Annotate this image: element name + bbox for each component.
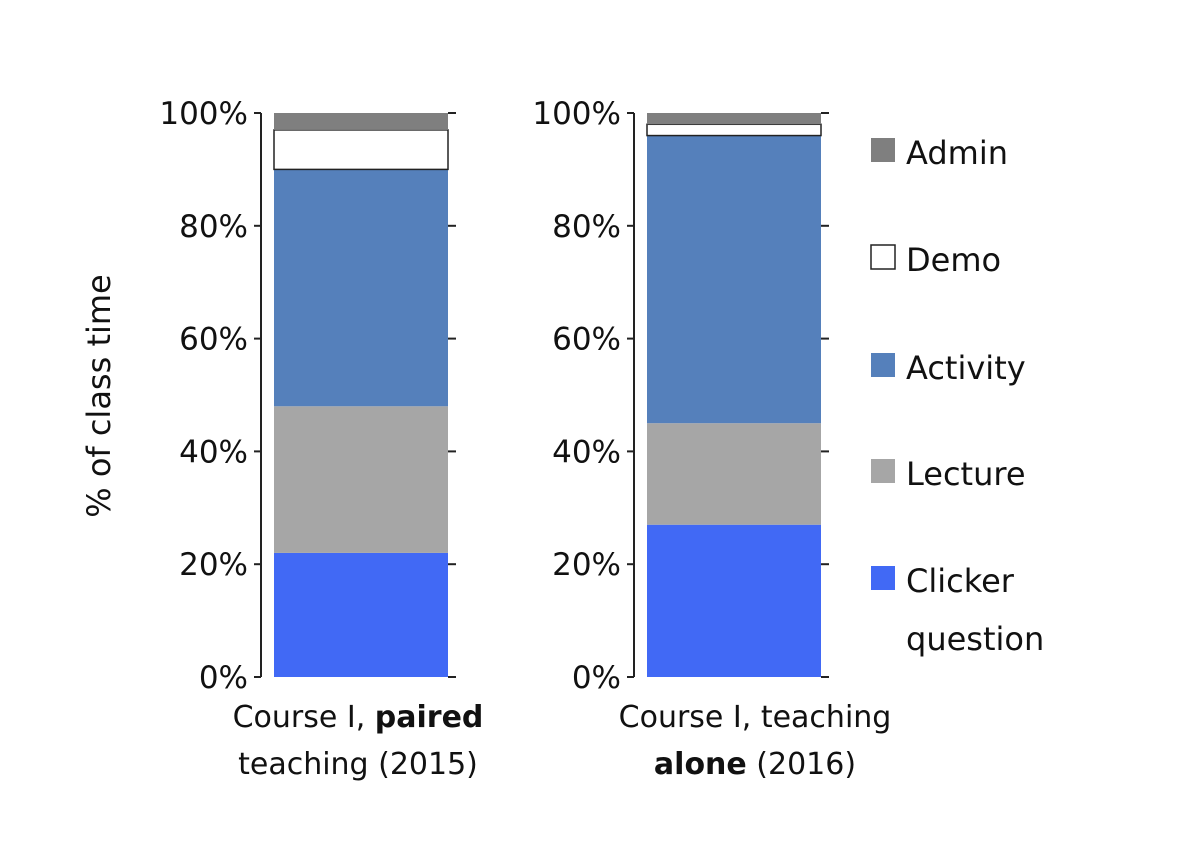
y-tick-label: 20%: [179, 547, 248, 583]
bar-segment-activity: [274, 169, 448, 407]
legend-swatch: [871, 566, 895, 590]
category-label-line: alone (2016): [654, 747, 856, 782]
y-tick-label: 100%: [532, 96, 621, 132]
legend-entry-admin: Admin: [871, 134, 1008, 172]
y-tick-label: 80%: [179, 209, 248, 245]
bar-segment-demo: [646, 123, 822, 137]
legend-label: question: [906, 620, 1044, 658]
legend-swatch: [871, 459, 895, 483]
bar-segment-lecture: [274, 406, 448, 553]
category-label-line: Course I, teaching: [619, 700, 892, 735]
category-label-line: Course I, paired: [233, 700, 484, 735]
legend-label: Admin: [906, 134, 1008, 172]
y-axis-label: % of class time: [80, 274, 118, 518]
legend-entry-clicker-question: Clicker question: [871, 562, 1044, 658]
legend-label: Clicker: [906, 562, 1015, 600]
category-label-run: (2016): [747, 747, 856, 782]
y-tick-label: 60%: [179, 322, 248, 358]
category-label-run: teaching (2015): [238, 747, 478, 782]
legend-swatch: [871, 138, 895, 162]
legend-entry-activity: Activity: [871, 349, 1026, 387]
bar-segment-admin: [647, 113, 821, 125]
panel-2: 0% 20% 40% 60% 80% 100% Course I, teaching alon…: [532, 96, 891, 782]
category-label-bold-run: alone: [654, 747, 747, 782]
legend-swatch: [871, 353, 895, 377]
y-tick-label: 0%: [572, 660, 621, 696]
bar-segment-clicker-question: [274, 552, 448, 677]
y-tick-label: 20%: [552, 547, 621, 583]
y-tick-label: 40%: [552, 434, 621, 470]
legend-label: Activity: [906, 349, 1026, 387]
bar-segment-activity: [647, 135, 821, 424]
y-tick-label: 100%: [159, 96, 248, 132]
legend-label: Demo: [906, 241, 1001, 279]
bar-segment-clicker-question: [647, 524, 821, 677]
category-label-run: Course I, teaching: [619, 700, 892, 735]
panel-1: 0% 20% 40% 60% 80% 100% Course I, paired teachi…: [159, 96, 483, 782]
y-tick-label: 40%: [179, 434, 248, 470]
category-label-bold-run: paired: [375, 700, 484, 735]
bar-segment-admin: [274, 113, 448, 130]
y-tick-label: 80%: [552, 209, 621, 245]
category-label-line: teaching (2015): [238, 747, 478, 782]
y-tick-label: 0%: [199, 660, 248, 696]
legend-label: Lecture: [906, 455, 1026, 493]
legend-entry-lecture: Lecture: [871, 455, 1026, 493]
legend-entry-demo: Demo: [870, 241, 1001, 279]
bar-segment-demo: [273, 129, 449, 171]
category-label-run: Course I,: [233, 700, 375, 735]
bar-segment-lecture: [647, 423, 821, 525]
legend-swatch: [870, 244, 896, 270]
y-tick-label: 60%: [552, 322, 621, 358]
